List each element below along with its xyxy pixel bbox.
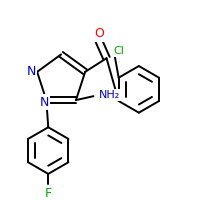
- Text: F: F: [45, 187, 52, 200]
- Text: N: N: [27, 65, 36, 78]
- Text: Cl: Cl: [113, 46, 124, 56]
- Text: NH₂: NH₂: [98, 90, 120, 100]
- Text: N: N: [40, 96, 49, 109]
- Text: O: O: [94, 27, 104, 40]
